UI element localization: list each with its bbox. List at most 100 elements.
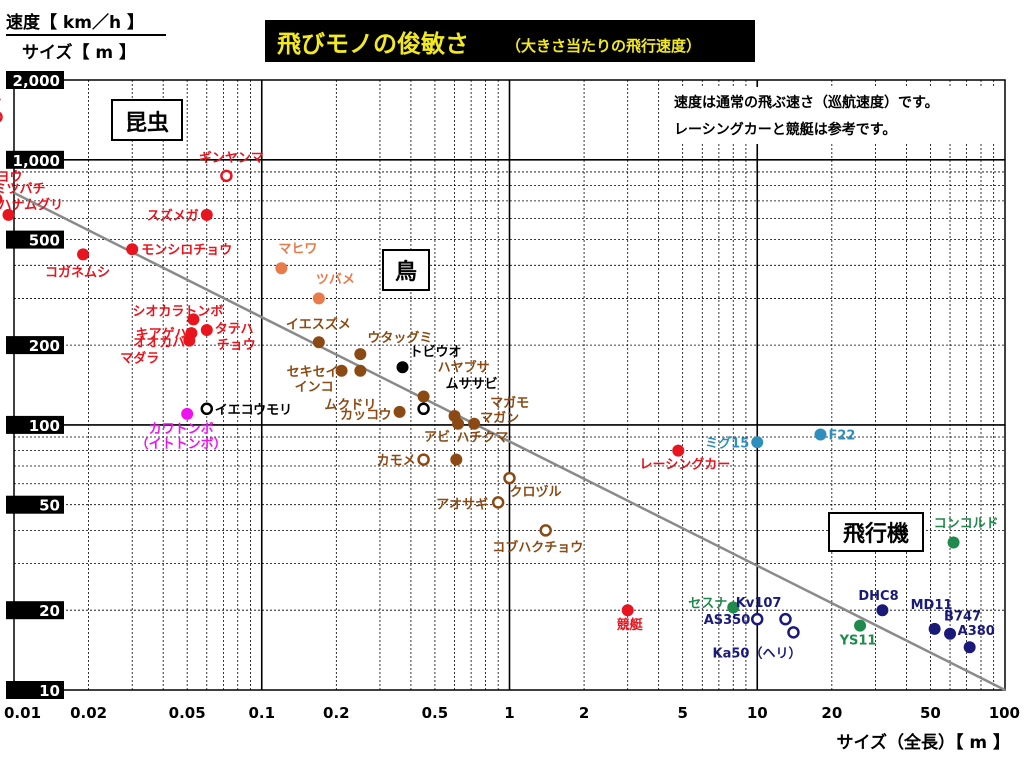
note-line-1: 速度は通常の飛ぶ速さ（巡航速度）です。 <box>674 94 939 111</box>
data-point <box>672 444 685 457</box>
data-point-label: ムクドリ <box>324 398 376 413</box>
data-point <box>312 292 325 305</box>
aircraft-group-box <box>828 512 924 552</box>
x-tick-label: 1 <box>504 704 514 722</box>
data-point-hollow <box>787 626 800 639</box>
data-point-label: 競艇 <box>617 617 644 633</box>
data-point-label: ミグ15 <box>705 435 749 451</box>
x-tick-label: 0.05 <box>169 704 206 722</box>
data-point <box>854 619 867 632</box>
data-point <box>814 428 827 441</box>
data-point <box>396 361 409 374</box>
data-point-hollow <box>417 402 430 416</box>
data-point-label: カッコウ <box>340 408 391 423</box>
data-point-label: マダラ <box>120 351 159 367</box>
data-point-label: タテハ <box>215 322 254 337</box>
data-point <box>963 641 976 654</box>
reference-line <box>13 191 1006 692</box>
data-point-label: MD11 <box>911 598 953 613</box>
data-point <box>200 324 213 337</box>
data-point <box>312 336 325 349</box>
y-tick-label: 2,000 <box>13 72 60 90</box>
x-tick-label: 10 <box>747 704 768 722</box>
y-tick-label: 200 <box>29 337 60 355</box>
axes: 2,000 1,000 500 200 100 50 20 10 0.01 0.02 0.05 0.1… <box>4 71 1020 722</box>
data-point-label: イエスズメ <box>286 316 351 332</box>
data-point-label: ハナムグリ <box>0 197 63 213</box>
data-point <box>275 262 288 275</box>
y-tick-label: 100 <box>29 417 60 435</box>
data-point-label: F22 <box>828 429 855 444</box>
data-point <box>417 390 430 403</box>
speed-size-trend-line <box>13 191 1006 692</box>
data-point-label: Ka50（ヘリ） <box>713 645 802 661</box>
data-point-hollow <box>503 471 516 485</box>
data-point-label: イエコウモリ <box>215 403 292 418</box>
data-point-label: チョウ <box>217 338 256 353</box>
data-point-label: AS350 <box>704 613 751 628</box>
data-points <box>0 111 976 654</box>
data-point <box>354 348 367 361</box>
y-tick-label-box <box>6 681 64 699</box>
data-point-label: マガン <box>480 411 519 426</box>
x-tick-label: 2 <box>579 704 589 722</box>
data-point-hollow <box>200 402 214 416</box>
data-point-label: Kv107 <box>736 596 782 611</box>
y-tick-label-box <box>6 601 64 620</box>
data-point-label: B747 <box>944 610 981 625</box>
data-point <box>621 604 634 617</box>
data-point <box>200 208 213 221</box>
data-point-label: コガネムシ <box>45 265 110 280</box>
data-point-label: （イトトンボ） <box>136 436 227 452</box>
y-tick-label: 1,000 <box>13 152 60 170</box>
y-tick-label-box <box>6 71 64 89</box>
note-line-2: レーシングカーと競艇は参考です。 <box>674 121 896 138</box>
data-point-hollow <box>779 612 792 626</box>
data-point-label: シオカラトンボ <box>132 303 223 319</box>
y-tick-label: 500 <box>29 232 60 250</box>
data-point-label: カモメ <box>377 454 416 469</box>
data-point <box>947 536 960 549</box>
data-point-label: ハチクマ <box>456 431 508 446</box>
birds-group-box <box>382 249 430 291</box>
y-tick-label-box <box>6 415 64 434</box>
data-point-label: キアゲハ <box>136 326 188 342</box>
data-point-label: コブハクチョウ <box>492 539 583 555</box>
data-point-hollow <box>417 453 430 466</box>
data-point-label: オオカバ <box>133 336 185 351</box>
data-point-label: DHC8 <box>858 589 898 604</box>
data-point <box>928 622 941 635</box>
data-point <box>77 248 90 261</box>
data-point-hollow <box>220 169 233 183</box>
data-point <box>181 407 194 420</box>
data-point-label: ミツバチ <box>0 94 2 109</box>
data-point-label: インコ <box>295 380 334 395</box>
x-tick-label: 0.1 <box>248 704 275 722</box>
x-tick-label: 100 <box>989 704 1020 722</box>
data-point-label: マヒワ <box>278 242 317 257</box>
data-point-label: コンコルド <box>934 517 999 532</box>
data-point <box>354 364 367 377</box>
data-point-label: ハヤブサ <box>438 359 490 375</box>
data-point-label: ミツバチ <box>0 182 46 197</box>
data-point <box>393 405 406 418</box>
x-tick-label: 0.2 <box>323 704 350 722</box>
x-axis-title: サイズ（全長）【 m 】 <box>836 732 1010 753</box>
x-tick-label: 20 <box>821 704 842 722</box>
insects-group-label: 昆虫 <box>125 110 169 136</box>
data-point-label: ウタッグミ <box>367 330 432 346</box>
data-point <box>944 627 957 640</box>
y-tick-label: 50 <box>39 497 60 515</box>
data-point-label: モンシロチョウ <box>141 243 232 258</box>
y-tick-label: 20 <box>39 602 60 620</box>
data-point-label: ギンヤンマ <box>199 150 264 166</box>
data-point <box>187 313 200 326</box>
data-point-label: カワトンボ <box>149 421 214 437</box>
data-point <box>751 436 764 449</box>
data-point-label: レーシングカー <box>640 457 731 473</box>
x-tick-label: 0.01 <box>4 704 41 722</box>
data-point <box>2 208 15 221</box>
data-point-label: セイヨウ <box>0 170 23 185</box>
x-tick-label: 50 <box>920 704 941 722</box>
